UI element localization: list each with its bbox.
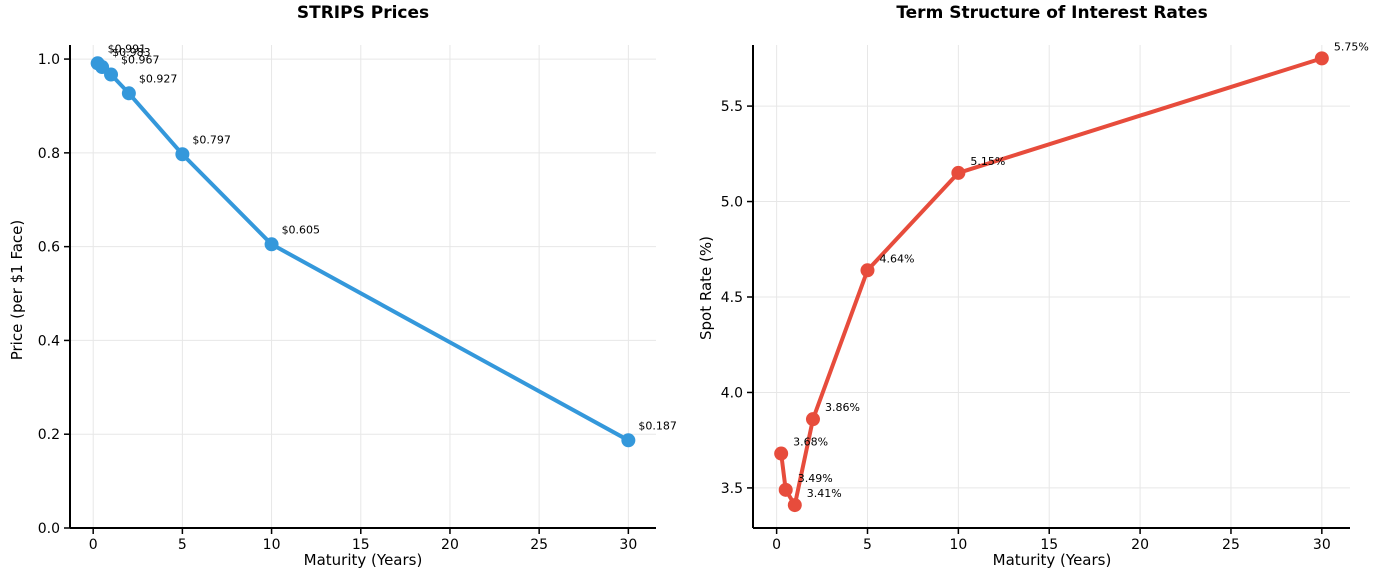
y-tick-label: 5.5 [721, 99, 743, 115]
term-structure-chart: 0 5 10 15 20 25 30 3.5 4.0 4.5 5.0 5.5 3.68% 3.49% 3.4… [721, 40, 1369, 553]
point-annotation: $0.797 [192, 133, 231, 146]
y-tick-label: 0.6 [38, 240, 60, 256]
chart-title-term-structure: Term Structure of Interest Rates [896, 3, 1208, 23]
y-axis-label-right: Spot Rate (%) [697, 236, 715, 340]
point-annotation: 3.49% [798, 472, 833, 485]
data-point [104, 67, 119, 82]
x-tick-label: 20 [441, 537, 459, 553]
point-annotation: 3.86% [825, 401, 860, 414]
x-tick-label: 30 [619, 537, 637, 553]
data-point [778, 482, 793, 497]
data-point [774, 446, 789, 461]
data-point [787, 498, 802, 513]
x-tick-label: 0 [772, 537, 781, 553]
y-tick-label: 0.8 [38, 146, 60, 162]
y-tick-label: 3.5 [721, 481, 743, 497]
data-point [860, 263, 875, 278]
strips-prices-chart: 0 5 10 15 20 25 300.00.20.40.60.81.0$0.991$0.9… [38, 42, 677, 553]
data-point [805, 412, 820, 427]
y-tick-label: 4.5 [721, 290, 743, 306]
point-annotation: 3.41% [807, 487, 842, 500]
x-tick-label: 5 [178, 537, 187, 553]
x-tick-label: 10 [263, 537, 281, 553]
point-annotation: $0.991 [108, 42, 147, 55]
y-tick-label: 4.0 [721, 385, 743, 401]
point-annotation: $0.187 [638, 419, 677, 432]
x-tick-label: 10 [949, 537, 967, 553]
y-tick-label: 0.2 [38, 427, 60, 443]
data-point [951, 165, 966, 180]
data-point [1314, 51, 1329, 66]
point-annotation: $0.967 [121, 54, 160, 67]
point-annotation: 3.68% [793, 436, 828, 449]
x-tick-label: 15 [352, 537, 370, 553]
x-axis-label-left: Maturity (Years) [303, 551, 423, 569]
point-annotation: $0.983 [112, 46, 151, 59]
x-tick-label: 5 [863, 537, 872, 553]
x-axis-label-right: Maturity (Years) [992, 551, 1112, 569]
x-tick-label: 0 [89, 537, 98, 553]
point-annotation: 5.15% [970, 155, 1005, 168]
x-tick-label: 25 [1222, 537, 1240, 553]
series-line [779, 56, 1324, 508]
y-tick-label: 0.0 [38, 521, 60, 537]
data-point [175, 147, 190, 162]
data-point [621, 433, 636, 448]
y-axis-label-left: Price (per $1 Face) [8, 219, 26, 361]
point-annotation: 4.64% [879, 252, 914, 265]
chart-title-strips: STRIPS Prices [296, 3, 430, 23]
y-tick-label: 1.0 [38, 52, 60, 68]
y-tick-label: 0.4 [38, 333, 60, 349]
data-point [121, 86, 136, 101]
y-tick-label: 5.0 [721, 195, 743, 211]
series-line [95, 61, 631, 443]
x-tick-label: 15 [1040, 537, 1058, 553]
point-annotation: 5.75% [1334, 40, 1369, 53]
point-annotation: $0.927 [139, 72, 178, 85]
x-tick-label: 20 [1131, 537, 1149, 553]
x-tick-label: 30 [1313, 537, 1331, 553]
data-point [264, 237, 279, 252]
point-annotation: $0.605 [282, 223, 321, 236]
x-tick-label: 25 [530, 537, 548, 553]
